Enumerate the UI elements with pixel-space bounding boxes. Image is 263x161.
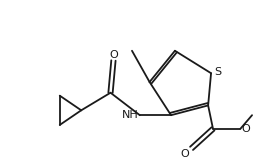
Text: O: O (241, 124, 250, 134)
Text: O: O (181, 149, 190, 159)
Text: NH: NH (122, 110, 139, 120)
Text: S: S (214, 67, 221, 77)
Text: O: O (109, 50, 118, 60)
